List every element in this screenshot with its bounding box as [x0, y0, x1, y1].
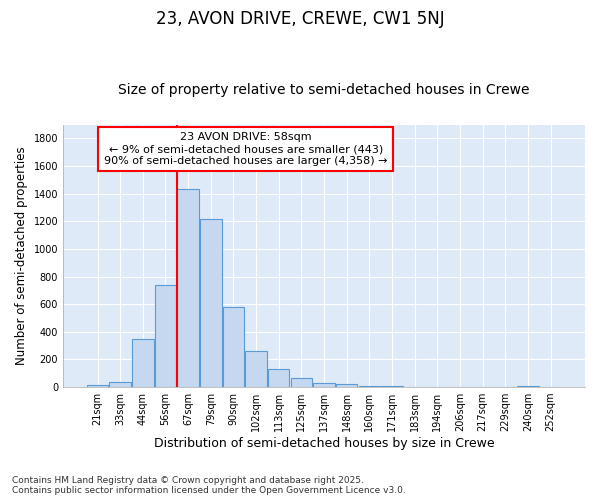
Bar: [109, 382, 131, 387]
Title: Size of property relative to semi-detached houses in Crewe: Size of property relative to semi-detach…: [118, 83, 530, 97]
Bar: [313, 382, 335, 387]
Bar: [290, 378, 312, 387]
Bar: [268, 369, 289, 387]
Text: Contains HM Land Registry data © Crown copyright and database right 2025.
Contai: Contains HM Land Registry data © Crown c…: [12, 476, 406, 495]
Bar: [200, 219, 221, 387]
Bar: [132, 340, 154, 387]
X-axis label: Distribution of semi-detached houses by size in Crewe: Distribution of semi-detached houses by …: [154, 437, 494, 450]
Y-axis label: Number of semi-detached properties: Number of semi-detached properties: [15, 146, 28, 365]
Bar: [517, 386, 539, 387]
Text: 23, AVON DRIVE, CREWE, CW1 5NJ: 23, AVON DRIVE, CREWE, CW1 5NJ: [155, 10, 445, 28]
Bar: [223, 307, 244, 387]
Bar: [245, 352, 267, 387]
Bar: [381, 386, 403, 387]
Bar: [336, 384, 358, 387]
Text: 23 AVON DRIVE: 58sqm
← 9% of semi-detached houses are smaller (443)
90% of semi-: 23 AVON DRIVE: 58sqm ← 9% of semi-detach…: [104, 132, 388, 166]
Bar: [155, 285, 176, 387]
Bar: [178, 190, 199, 387]
Bar: [87, 385, 108, 387]
Bar: [359, 386, 380, 387]
